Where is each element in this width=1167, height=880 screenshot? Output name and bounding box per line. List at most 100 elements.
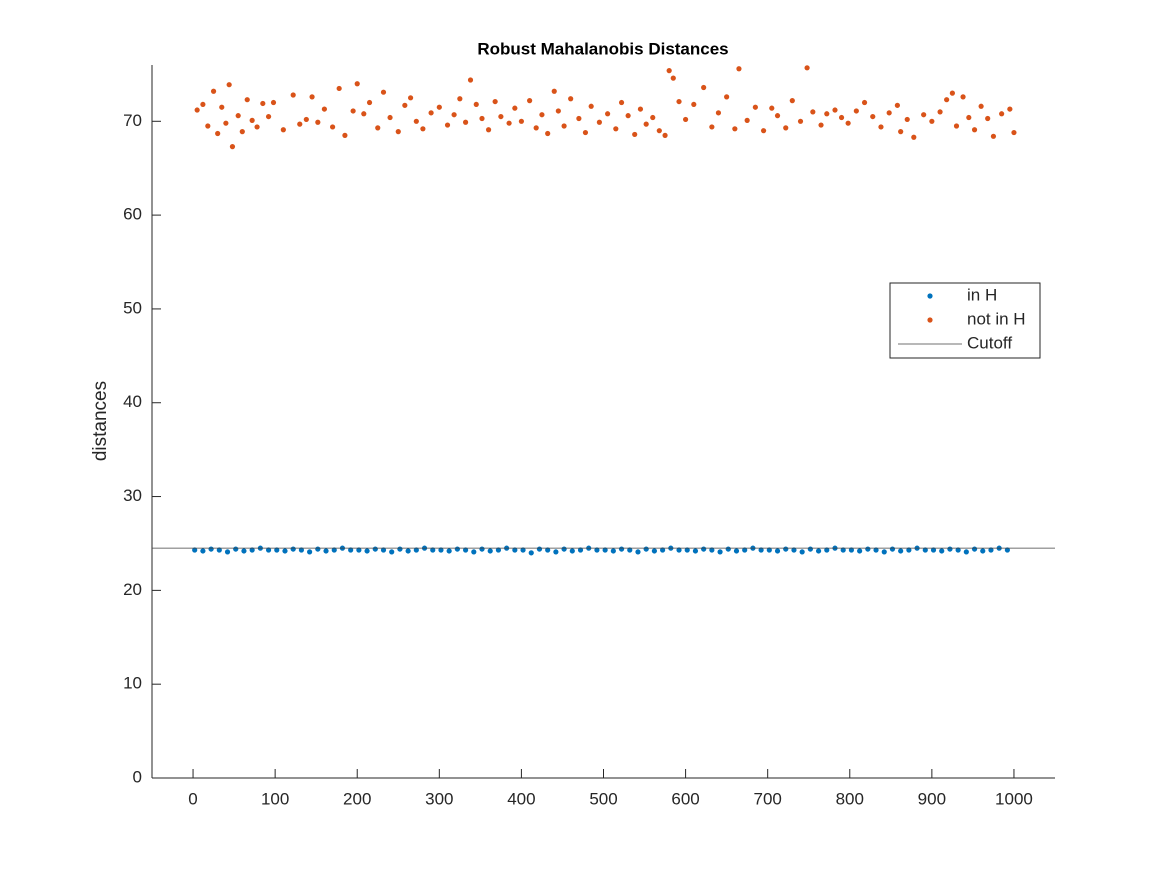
- point: [744, 117, 750, 123]
- point: [627, 547, 633, 553]
- point: [1007, 106, 1013, 112]
- point: [454, 546, 460, 552]
- point: [898, 129, 904, 135]
- point: [701, 546, 707, 552]
- point: [280, 127, 286, 133]
- point: [545, 130, 551, 137]
- point: [797, 118, 804, 124]
- point: [315, 119, 321, 125]
- x-tick-label: 0: [188, 789, 197, 808]
- point: [223, 120, 229, 126]
- point: [861, 99, 868, 106]
- point: [297, 121, 303, 127]
- y-tick-label: 70: [123, 111, 142, 130]
- point: [539, 112, 545, 118]
- point: [244, 97, 250, 103]
- y-tick-label: 0: [133, 767, 142, 786]
- legend-marker: [927, 293, 933, 299]
- point: [229, 144, 236, 150]
- point: [840, 547, 846, 553]
- point: [568, 96, 574, 102]
- x-tick-label: 400: [507, 789, 535, 808]
- point: [676, 98, 682, 105]
- point: [495, 547, 502, 553]
- point: [430, 547, 436, 553]
- point: [479, 115, 485, 122]
- point: [451, 112, 457, 118]
- point: [838, 114, 845, 121]
- point: [662, 132, 668, 138]
- point: [215, 130, 221, 137]
- point: [536, 546, 543, 552]
- point: [315, 546, 321, 552]
- x-tick-label: 200: [343, 789, 371, 808]
- y-tick-label: 10: [123, 674, 142, 693]
- point: [684, 547, 690, 553]
- point: [774, 548, 781, 554]
- point: [555, 108, 561, 114]
- point: [462, 547, 469, 553]
- point: [331, 547, 337, 553]
- point: [553, 549, 559, 555]
- point: [886, 110, 892, 116]
- point: [407, 95, 414, 101]
- legend-box: [889, 282, 1041, 359]
- point: [582, 129, 589, 136]
- legend-label: in H: [967, 285, 997, 304]
- point: [906, 547, 912, 553]
- point: [625, 113, 631, 119]
- point: [650, 114, 656, 121]
- point: [990, 133, 997, 139]
- point: [848, 547, 855, 553]
- y-tick-label: 40: [123, 392, 142, 411]
- point: [988, 547, 994, 553]
- point: [978, 103, 984, 109]
- point: [602, 547, 608, 553]
- point: [774, 113, 781, 119]
- point: [752, 104, 758, 110]
- point: [210, 88, 217, 94]
- point: [194, 107, 200, 113]
- point: [725, 546, 731, 552]
- x-tick-label: 600: [671, 789, 699, 808]
- y-tick-label: 20: [123, 580, 142, 599]
- x-tick-label: 100: [261, 789, 289, 808]
- point: [309, 94, 315, 100]
- point: [742, 547, 748, 553]
- point: [791, 547, 797, 553]
- point: [265, 547, 272, 553]
- point: [348, 547, 354, 553]
- point: [372, 546, 378, 552]
- point: [380, 547, 387, 553]
- x-tick-label: 500: [589, 789, 617, 808]
- point: [709, 124, 715, 130]
- y-tick-label: 50: [123, 298, 142, 317]
- point: [637, 106, 644, 112]
- point: [804, 65, 810, 71]
- point: [569, 548, 575, 554]
- point: [845, 120, 851, 126]
- point: [413, 118, 419, 124]
- y-axis-label: distances: [90, 381, 111, 461]
- point: [818, 122, 824, 128]
- point: [354, 81, 360, 87]
- point: [904, 116, 910, 123]
- point: [577, 547, 584, 553]
- point: [594, 547, 600, 553]
- point: [336, 85, 342, 92]
- point: [635, 549, 641, 555]
- point: [922, 547, 928, 553]
- point: [985, 115, 991, 122]
- legend-label: not in H: [967, 309, 1026, 328]
- point: [691, 101, 697, 108]
- point: [692, 548, 699, 554]
- point: [733, 548, 740, 554]
- point: [605, 111, 611, 117]
- point: [446, 548, 452, 554]
- point: [766, 547, 772, 553]
- point: [971, 127, 978, 133]
- point: [444, 122, 451, 128]
- point: [356, 547, 362, 553]
- point: [512, 547, 518, 553]
